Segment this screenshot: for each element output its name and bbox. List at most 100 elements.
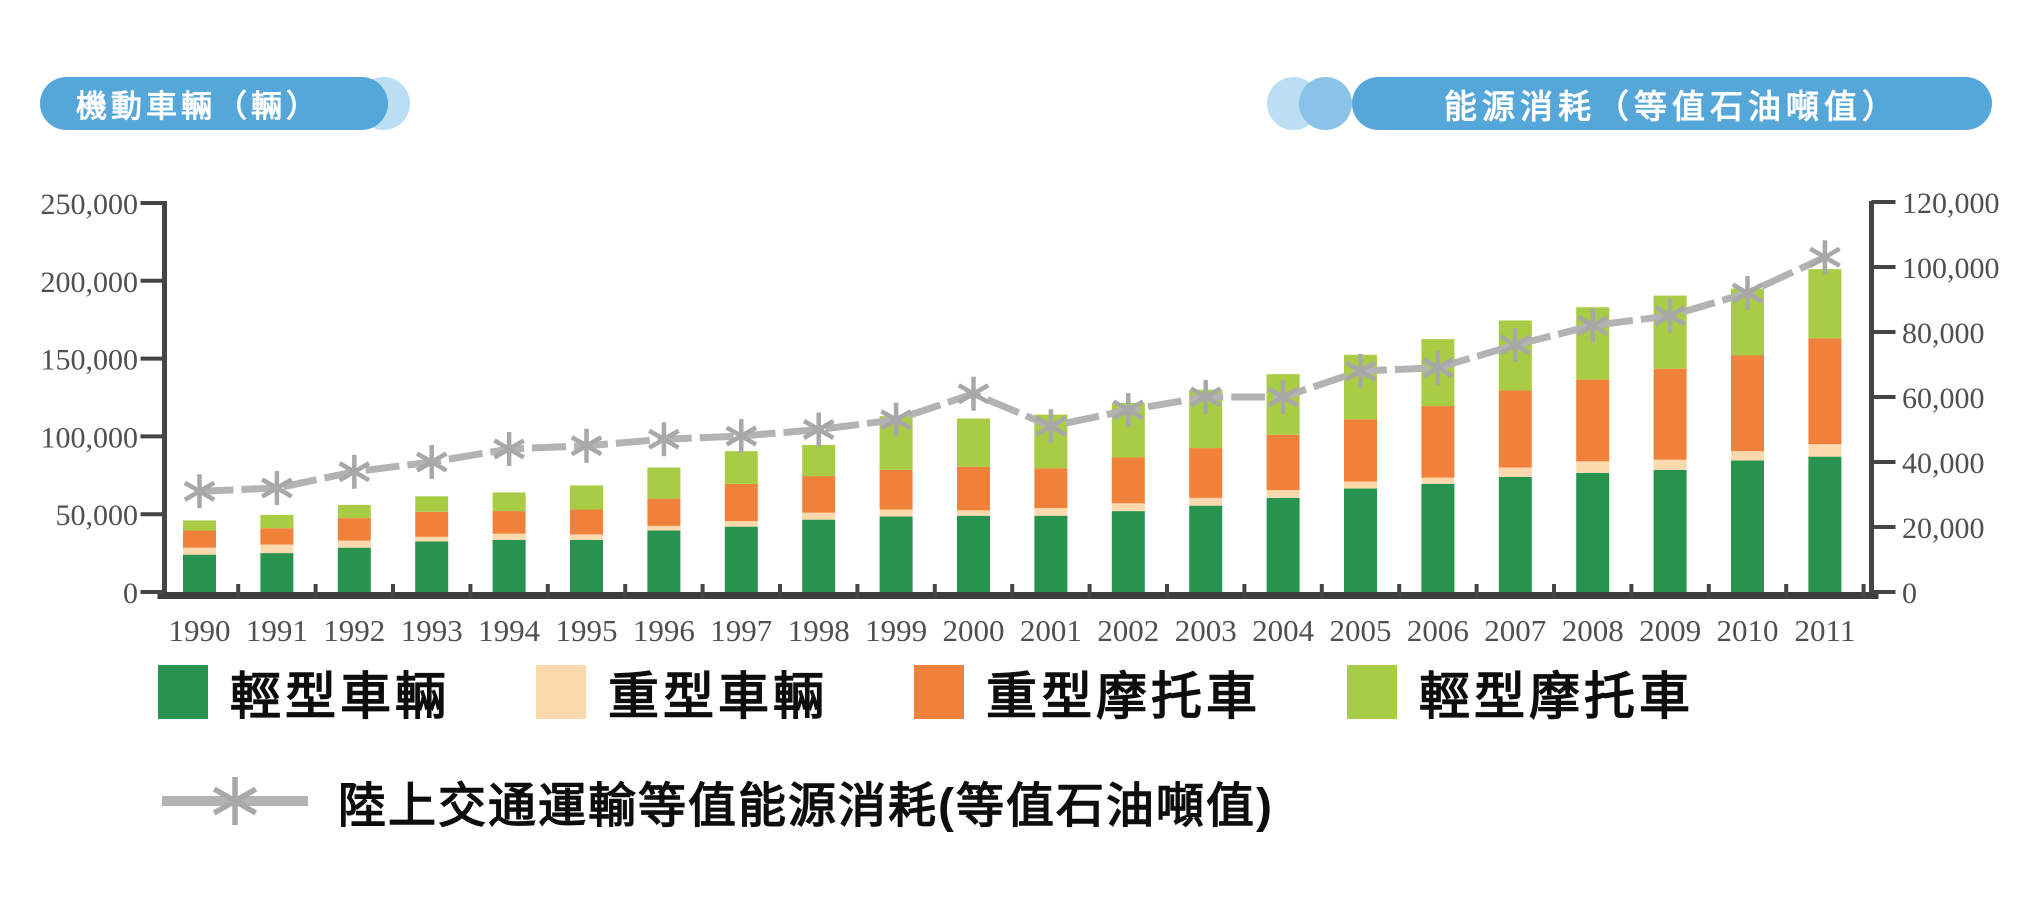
bar-segment-light-vehicles-2006: [1421, 483, 1455, 592]
x-axis-year-label: 1997: [710, 613, 772, 648]
bar-segment-heavy-motorcycles-2006: [1421, 406, 1455, 478]
right-axis-tick-label: 80,000: [1902, 317, 1985, 350]
bar-segment-light-vehicles-2008: [1576, 472, 1610, 592]
right-axis-tick-label: 0: [1902, 577, 1917, 610]
x-axis-year-label: 1998: [788, 613, 850, 648]
bar-segment-heavy-vehicles-2011: [1808, 444, 1842, 457]
x-axis-year-label: 1994: [478, 613, 541, 648]
legend-label: 重型摩托車: [986, 668, 1262, 725]
bar-segment-heavy-vehicles-2006: [1421, 477, 1455, 484]
x-axis-year-label: 2003: [1175, 613, 1237, 648]
bar-segment-heavy-vehicles-1991: [260, 544, 294, 554]
x-axis-year-label: 2007: [1484, 613, 1546, 648]
bar-segment-light-vehicles-1994: [492, 539, 526, 592]
asterisk-marker-arm: [1189, 386, 1222, 408]
line-with-asterisk-icon: [162, 777, 308, 825]
bar-segment-heavy-motorcycles-2009: [1653, 368, 1687, 460]
bar-segment-light-motorcycles-1993: [415, 496, 449, 512]
left-axis-tick-label: 50,000: [56, 499, 139, 532]
x-axis-year-label: 2010: [1717, 613, 1779, 648]
legend-item-light-vehicles: 輕型車輛: [158, 655, 450, 729]
bar-segment-light-vehicles-2003: [1189, 505, 1223, 592]
bar-segment-heavy-motorcycles-2002: [1111, 457, 1145, 504]
x-axis-year-label: 2009: [1639, 613, 1701, 648]
bar-segment-heavy-motorcycles-1994: [492, 511, 526, 534]
bar-segment-light-vehicles-1992: [337, 547, 371, 592]
bar-segment-light-vehicles-2011: [1808, 456, 1842, 592]
asterisk-marker-arm: [261, 477, 293, 499]
bar-segment-heavy-motorcycles-1996: [647, 498, 681, 526]
bar-segment-heavy-vehicles-1998: [802, 512, 836, 520]
right-axis-title: 能源消耗（等值石油噸值）: [1444, 89, 1900, 126]
bar-segment-heavy-motorcycles-1990: [183, 530, 216, 548]
bar-segment-heavy-motorcycles-1997: [724, 483, 758, 522]
left-axis-tick-label: 150,000: [41, 344, 139, 377]
bar-segment-heavy-vehicles-2010: [1731, 451, 1764, 461]
asterisk-marker-arm: [1035, 415, 1067, 437]
x-axis-year-label: 1993: [401, 613, 463, 648]
bar-segment-heavy-motorcycles-1991: [260, 528, 294, 545]
x-axis-year-label: 2011: [1794, 613, 1855, 648]
bar-segment-heavy-motorcycles-1995: [570, 509, 603, 535]
decorative-circle: [1299, 77, 1352, 130]
bar-segment-heavy-vehicles-2002: [1111, 503, 1145, 512]
bar-segment-heavy-vehicles-2009: [1653, 459, 1687, 470]
bar-segment-light-motorcycles-1995: [570, 485, 603, 510]
bar-segment-heavy-vehicles-2005: [1344, 481, 1377, 489]
left-axis-title: 機動車輛（輛）: [76, 89, 321, 124]
asterisk-marker-arm: [1576, 315, 1609, 336]
bar-segment-light-vehicles-1997: [724, 526, 758, 592]
bar-segment-heavy-vehicles-1990: [183, 547, 216, 555]
bar-segment-light-vehicles-2005: [1344, 488, 1377, 592]
bar-segment-heavy-vehicles-1996: [647, 525, 681, 531]
asterisk-marker-arm: [1344, 360, 1377, 382]
bar-segment-light-vehicles-1995: [570, 539, 603, 592]
left-axis-tick-label: 0: [123, 577, 138, 610]
bar-segment-heavy-motorcycles-1998: [802, 476, 836, 513]
x-axis-year-label: 1990: [169, 613, 231, 648]
bar-segment-light-motorcycles-1998: [802, 444, 836, 477]
asterisk-marker-arm: [1267, 386, 1299, 408]
asterisk-marker-arm: [1499, 334, 1532, 356]
x-axis-year-label: 1992: [323, 613, 385, 648]
right-axis-tick-label: 60,000: [1902, 382, 1985, 415]
asterisk-marker-arm: [957, 383, 990, 405]
legend-item-light-motorcycles: 輕型摩托車: [1347, 655, 1694, 729]
asterisk-marker-arm: [1731, 282, 1764, 304]
legend-line-series: 陸上交通運輸等值能源消耗(等值石油噸值): [160, 766, 1274, 836]
bar-segment-light-vehicles-2001: [1034, 515, 1068, 592]
legend-swatch-light-motorcycles: [1347, 665, 1398, 719]
bar-segment-heavy-motorcycles-2003: [1189, 448, 1223, 498]
bar-segment-light-vehicles-2007: [1498, 476, 1532, 592]
bar-segment-heavy-motorcycles-1992: [337, 518, 371, 541]
bar-segment-light-vehicles-2004: [1266, 497, 1300, 592]
asterisk-marker-arm: [725, 425, 758, 447]
bar-segment-heavy-vehicles-2008: [1576, 461, 1610, 473]
x-axis-year-label: 2005: [1330, 613, 1392, 648]
asterisk-marker-arm: [212, 786, 258, 816]
asterisk-marker-arm: [415, 451, 448, 473]
bar-segment-light-vehicles-1999: [879, 516, 913, 592]
asterisk-marker-arm: [493, 438, 525, 460]
bar-segment-light-motorcycles-1996: [647, 467, 681, 499]
asterisk-marker-arm: [1809, 246, 1841, 268]
x-axis-year-label: 1991: [246, 613, 308, 648]
bar-segment-heavy-motorcycles-2000: [957, 466, 990, 511]
x-axis-year-label: 1999: [865, 613, 927, 648]
legend-label: 輕型摩托車: [1419, 668, 1695, 725]
x-axis-year-label: 2002: [1097, 613, 1159, 648]
asterisk-marker-arm: [570, 435, 603, 457]
x-axis-year-label: 1995: [556, 613, 618, 648]
bar-segment-heavy-vehicles-2001: [1034, 507, 1068, 516]
right-axis-title-pill: 能源消耗（等值石油噸值）: [1352, 77, 1992, 130]
x-axis-year-label: 2001: [1020, 613, 1082, 648]
asterisk-marker-arm: [802, 419, 835, 440]
bar-segment-light-vehicles-2000: [957, 515, 990, 592]
asterisk-marker-arm: [1112, 399, 1145, 421]
legend-label: 重型車輛: [608, 668, 829, 725]
x-axis-year-label: 2004: [1252, 613, 1315, 648]
bar-segment-heavy-motorcycles-1999: [879, 469, 913, 510]
bar-segment-heavy-vehicles-1992: [337, 540, 371, 548]
